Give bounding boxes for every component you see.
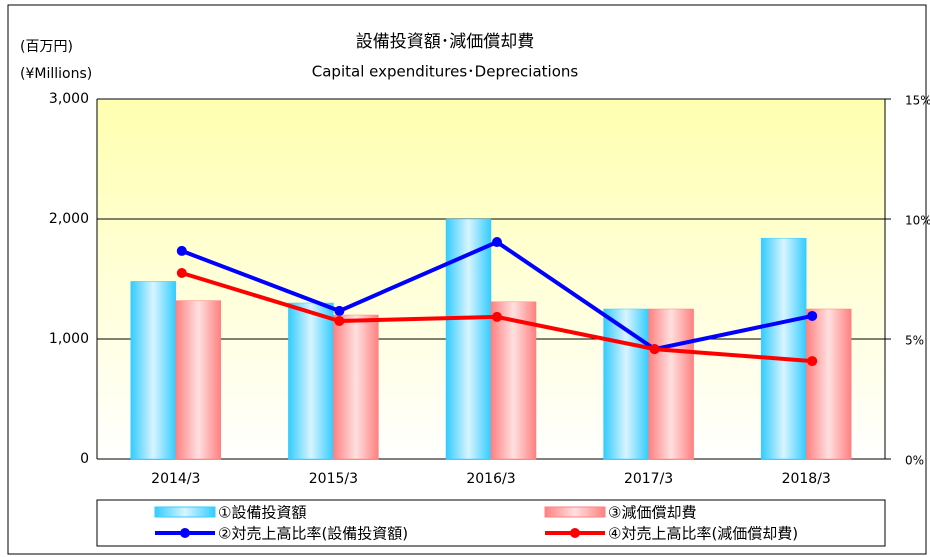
y-axis-label-en: (¥Millions) [20, 66, 92, 82]
x-tick-label: 2017/3 [624, 471, 673, 487]
marker [807, 356, 818, 367]
bar [288, 302, 334, 460]
bar [648, 308, 694, 460]
x-tick-label: 2016/3 [466, 471, 515, 487]
y2-tick-label: 5% [905, 334, 924, 348]
marker [176, 245, 187, 256]
y2-tick-label: 15% [905, 94, 930, 108]
legend-swatch [544, 506, 606, 518]
bar [333, 314, 379, 460]
bar [490, 301, 537, 460]
marker [492, 311, 502, 322]
legend-label: ③減価償却費 [608, 504, 696, 522]
y-tick-label: 2,000 [49, 211, 89, 227]
y-tick-label: 3,000 [49, 91, 89, 107]
y-axis-label: (百万円) [20, 39, 73, 55]
marker [334, 305, 345, 316]
y-tick-label: 0 [80, 451, 89, 467]
marker [807, 310, 818, 321]
legend-label: ①設備投資額 [218, 504, 306, 522]
chart-subtitle: Capital expenditures･Depreciations [312, 63, 579, 81]
frame [7, 4, 927, 555]
y-tick-label: 1,000 [49, 331, 89, 347]
bar [760, 237, 807, 460]
legend-label: ④対売上高比率(減価償却費) [608, 525, 798, 543]
x-tick-label: 2014/3 [151, 471, 200, 487]
legend-marker [570, 528, 580, 538]
marker [334, 316, 345, 326]
legend-swatch [154, 506, 216, 518]
marker [176, 268, 187, 278]
legend [96, 499, 886, 547]
chart-title: 設備投資額･減価償却費 [356, 32, 535, 52]
legend-label: ②対売上高比率(設備投資額) [218, 525, 408, 543]
bar [603, 308, 649, 460]
bar [175, 300, 222, 460]
marker [492, 237, 502, 248]
x-tick-label: 2015/3 [309, 471, 358, 487]
x-tick-label: 2018/3 [782, 471, 831, 487]
y2-tick-label: 0% [905, 454, 924, 468]
legend-marker [180, 528, 190, 538]
bar [130, 281, 177, 460]
bar [805, 308, 852, 460]
marker [649, 344, 660, 355]
y2-tick-label: 10% [905, 214, 930, 228]
